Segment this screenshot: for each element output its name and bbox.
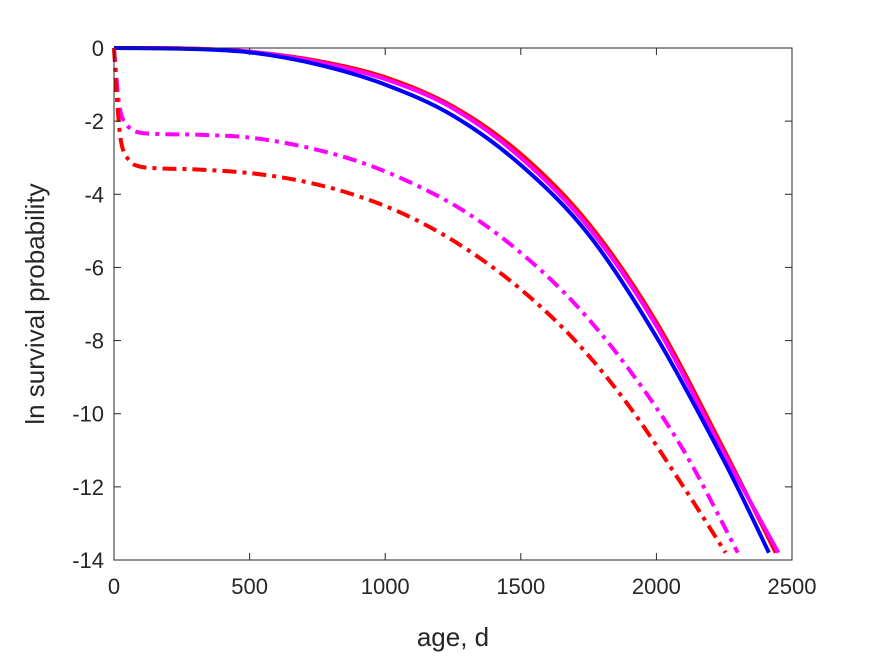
y-tick-label: -10 (72, 402, 104, 427)
x-tick-label: 0 (108, 574, 120, 599)
plot-curves (112, 45, 781, 554)
x-tick-label: 1500 (496, 574, 545, 599)
x-tick-label: 1000 (361, 574, 410, 599)
series-line-3 (113, 46, 771, 554)
y-tick-label: 0 (92, 36, 104, 61)
y-tick-label: -12 (72, 475, 104, 500)
y-tick-label: -4 (84, 182, 104, 207)
x-tick-label: 2500 (768, 574, 817, 599)
x-axis-label: age, d (417, 622, 489, 652)
y-tick-label: -14 (72, 548, 104, 573)
x-tick-label: 500 (231, 574, 268, 599)
y-axis-label: ln survival probability (20, 183, 50, 424)
series-line-5 (112, 47, 728, 554)
plot-frame (113, 47, 793, 561)
y-tick-label: -8 (84, 329, 104, 354)
y-tick-label: -6 (84, 255, 104, 280)
series-line-4 (112, 47, 740, 554)
y-tick-label: -2 (84, 109, 104, 134)
axis-ticks: 0 500 1000 1500 2000 2500 0 -2 -4 -6 -8 -10 -12 -14 (72, 36, 816, 599)
x-tick-label: 2000 (632, 574, 681, 599)
